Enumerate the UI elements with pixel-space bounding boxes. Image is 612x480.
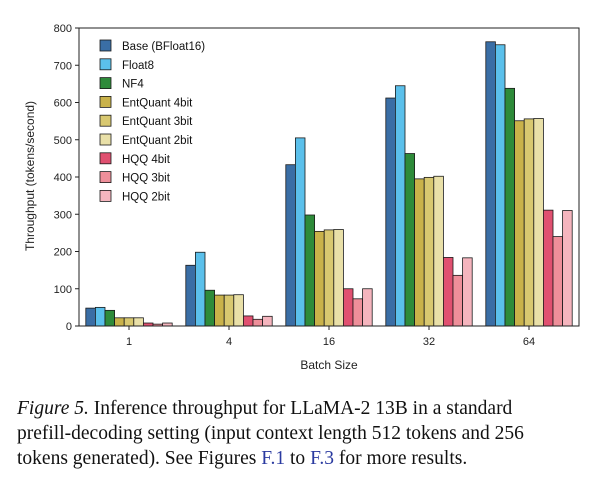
bar-hqq-3bit-batch-64 (552, 236, 564, 327)
bar-entquant-3bit-batch-16 (323, 229, 335, 327)
bar-hqq-2bit-batch-4 (262, 315, 273, 327)
legend-swatch (99, 39, 112, 52)
caption-line-3: tokens generated). See Figures F.1 to F.… (17, 446, 607, 471)
legend-swatch (99, 152, 112, 165)
bar-base-bfloat16--batch-64 (485, 41, 496, 327)
bar-hqq-4bit-batch-16 (342, 288, 354, 327)
caption-text-3b: to (290, 448, 306, 469)
legend-swatch (99, 96, 112, 108)
caption-line-1: Figure 5. Inference throughput for LLaMA… (17, 396, 607, 421)
legend-label: Float8 (122, 60, 154, 72)
bar-entquant-4bit-batch-32 (414, 178, 425, 327)
caption-text-1: Inference throughput for LLaMA-2 13B in … (93, 398, 513, 419)
legend-swatch (99, 114, 112, 127)
bar-base-bfloat16--batch-16 (285, 164, 296, 327)
y-tick-label: 800 (54, 23, 72, 35)
legend-label: EntQuant 3bit (122, 116, 193, 128)
bar-float8-batch-32 (394, 85, 406, 327)
bar-entquant-3bit-batch-4 (223, 294, 235, 327)
bar-base-bfloat16--batch-1 (85, 307, 96, 327)
y-tick-label: 200 (54, 247, 72, 259)
bar-nf4-batch-32 (404, 153, 416, 327)
legend: Base (BFloat16) Float8 NF4 EntQuant 4bit Ent… (99, 39, 205, 203)
legend-swatch (99, 77, 112, 89)
bar-nf4-batch-64 (504, 87, 516, 327)
legend-label: NF4 (122, 79, 144, 91)
bar-base-bfloat16--batch-4 (185, 264, 196, 327)
bar-hqq-3bit-batch-16 (352, 298, 364, 327)
x-tick-label: 32 (423, 336, 435, 348)
figure-ref-link-1[interactable]: F.1 (261, 448, 286, 469)
legend-swatch (99, 189, 112, 202)
bar-nf4-batch-1 (104, 309, 116, 327)
bar-hqq-2bit-batch-64 (562, 210, 573, 327)
chart-figure: 0 100 200 300 400 500 600 700 800 1 4 16 32 64 Base (… (23, 23, 580, 372)
x-tick-label: 64 (523, 336, 535, 348)
caption-text-3c: for more results. (338, 448, 468, 469)
axes-layer: 0 100 200 300 400 500 600 700 800 1 4 16 32 64 (54, 23, 580, 348)
bar-hqq-3bit-batch-32 (452, 274, 464, 327)
legend-label: HQQ 3bit (122, 173, 171, 185)
bar-float8-batch-64 (494, 44, 506, 327)
legend-label: HQQ 4bit (122, 154, 171, 166)
caption-line-2: prefill-decoding setting (input context … (17, 423, 524, 444)
legend-label: HQQ 2bit (122, 191, 171, 203)
y-tick-label: 600 (54, 98, 72, 110)
bar-float8-batch-1 (95, 306, 106, 327)
y-tick-label: 700 (54, 60, 72, 72)
x-tick-label: 4 (226, 336, 232, 348)
bar-entquant-2bit-batch-1 (133, 317, 144, 327)
bar-float8-batch-16 (294, 137, 306, 327)
caption-label: Figure 5. (17, 398, 89, 419)
x-tick-label: 16 (323, 336, 335, 348)
bar-entquant-4bit-batch-4 (214, 294, 225, 327)
bar-entquant-3bit-batch-64 (523, 118, 535, 327)
bar-entquant-2bit-batch-16 (333, 229, 344, 327)
bar-nf4-batch-4 (204, 289, 216, 327)
y-tick-label: 500 (54, 135, 72, 147)
bar-hqq-3bit-batch-4 (252, 318, 264, 327)
bar-entquant-3bit-batch-1 (123, 317, 135, 327)
bar-entquant-2bit-batch-4 (233, 294, 244, 327)
bar-nf4-batch-16 (304, 214, 316, 327)
y-axis-title: Throughput (tokens/second) (23, 101, 37, 251)
y-tick-label: 0 (66, 321, 72, 333)
bar-entquant-4bit-batch-16 (314, 230, 325, 327)
legend-label: EntQuant 2bit (122, 135, 193, 147)
bar-hqq-2bit-batch-32 (462, 257, 473, 327)
legend-label: Base (BFloat16) (122, 41, 205, 53)
bar-base-bfloat16--batch-32 (385, 97, 396, 327)
legend-swatch (99, 133, 112, 146)
legend-label: EntQuant 4bit (122, 97, 193, 109)
bar-hqq-2bit-batch-16 (362, 288, 373, 327)
bar-entquant-4bit-batch-64 (514, 120, 525, 327)
x-tick-label: 1 (126, 336, 132, 348)
bar-entquant-4bit-batch-1 (114, 317, 125, 327)
bar-float8-batch-4 (194, 251, 206, 327)
bar-hqq-4bit-batch-4 (242, 315, 254, 327)
y-tick-label: 300 (54, 209, 72, 221)
figure-ref-link-2[interactable]: F.3 (310, 448, 334, 469)
y-tick-label: 400 (54, 172, 72, 184)
y-tick-label: 100 (54, 284, 72, 296)
x-axis-title: Batch Size (300, 358, 358, 372)
bar-entquant-2bit-batch-32 (433, 175, 444, 327)
bar-entquant-3bit-batch-32 (423, 176, 435, 327)
throughput-bar-chart: 0 100 200 300 400 500 600 700 800 1 4 16 32 64 Base (… (23, 23, 580, 372)
bar-hqq-4bit-batch-32 (442, 257, 454, 327)
caption-text-3a: tokens generated). See Figures (17, 448, 257, 469)
legend-swatch (99, 58, 112, 71)
figure-caption: Figure 5. Inference throughput for LLaMA… (17, 396, 607, 471)
bars-layer (85, 41, 573, 327)
bar-entquant-2bit-batch-64 (533, 118, 544, 327)
legend-swatch (99, 171, 112, 184)
bar-hqq-4bit-batch-64 (543, 209, 554, 327)
